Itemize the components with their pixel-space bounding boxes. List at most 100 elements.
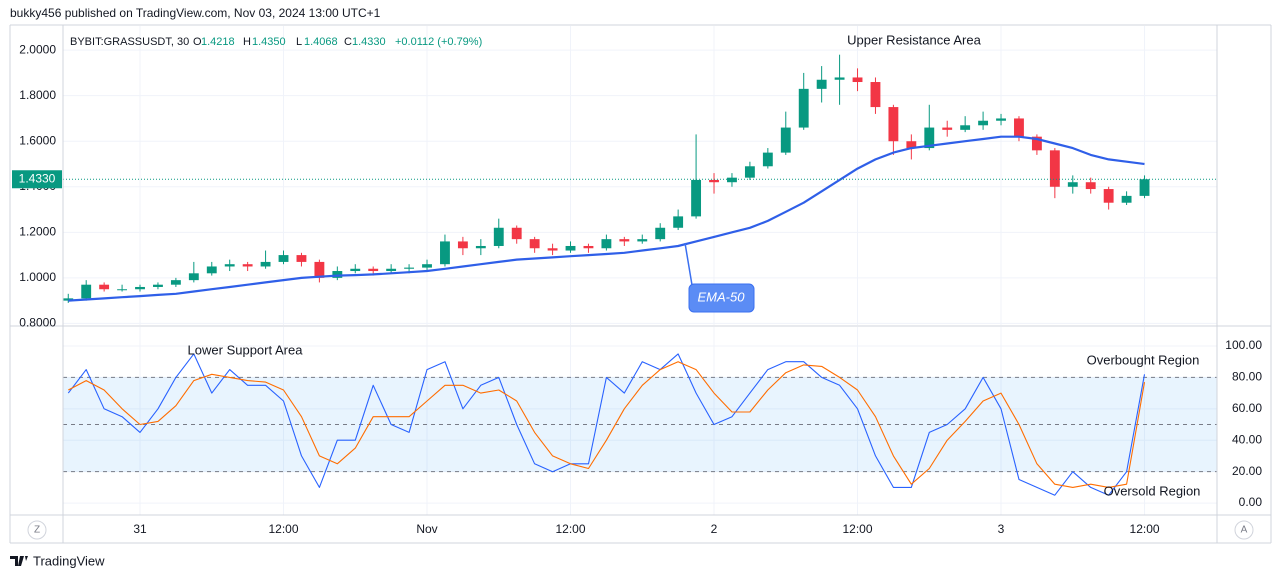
candle-body: [798, 88, 809, 128]
candle-body: [1139, 179, 1150, 196]
legend-value: 1.4068: [304, 36, 338, 48]
auto-button-label[interactable]: A: [1241, 525, 1248, 536]
x-tick-label: 3: [998, 522, 1005, 536]
annotation: Overbought Region: [1087, 352, 1200, 367]
candle-body: [942, 127, 953, 130]
logo: TradingView: [10, 553, 105, 568]
candle-body: [870, 82, 881, 108]
y2-tick-label: 20.00: [1232, 464, 1262, 478]
candle-body: [350, 268, 361, 272]
y2-tick-label: 40.00: [1232, 432, 1262, 446]
x-tick-label: 12:00: [556, 522, 586, 536]
candle-body: [224, 264, 235, 267]
auto-button[interactable]: [1234, 520, 1254, 540]
candle-body: [368, 268, 379, 272]
candle-body: [135, 286, 145, 290]
x-tick-label: 31: [133, 522, 147, 536]
candle-body: [547, 248, 558, 251]
logo-icon: [10, 556, 28, 566]
candle-body: [1067, 182, 1078, 187]
candle-body: [81, 284, 92, 299]
x-tick-label: Nov: [416, 522, 437, 536]
candle-body: [1014, 118, 1024, 137]
candle-body: [565, 245, 576, 251]
stoch-line: [68, 361, 1146, 488]
candle-body: [404, 267, 415, 269]
candle-body: [314, 261, 325, 278]
candle-body: [1049, 150, 1060, 187]
legend-value: 1.4350: [252, 36, 286, 48]
candle-body: [673, 216, 684, 228]
scale-button-label[interactable]: Z: [34, 525, 40, 536]
logo-text: TradingView: [33, 553, 105, 568]
x-tick-label: 12:00: [269, 522, 299, 536]
candle-body: [709, 179, 719, 183]
x-tick-label: 12:00: [843, 522, 873, 536]
legend-key: L: [296, 36, 302, 48]
y-tick-label: 1.2000: [19, 224, 56, 238]
candle-body: [99, 284, 110, 290]
candle-body: [978, 120, 989, 126]
legend-value: 1.4330: [352, 36, 386, 48]
annotation: Oversold Region: [1104, 483, 1201, 498]
candle-body: [440, 241, 450, 265]
candle-body: [834, 77, 845, 80]
candle-body: [457, 241, 468, 249]
stoch-line: [67, 353, 1146, 496]
callout-text: EMA-50: [698, 289, 746, 304]
candle-body: [1121, 195, 1132, 203]
candle-body: [601, 239, 612, 249]
candle-body: [1103, 189, 1114, 203]
candle-body: [780, 127, 791, 153]
candle-body: [583, 245, 594, 249]
candle-body: [260, 261, 271, 267]
candle-body: [655, 227, 666, 240]
annotation: Upper Resistance Area: [847, 32, 981, 47]
candle-body: [278, 255, 289, 262]
candle-body: [386, 268, 397, 272]
legend-key: H: [243, 36, 251, 48]
candle-body: [63, 298, 74, 301]
y-tick-label: 0.8000: [19, 316, 56, 330]
candle-body: [924, 127, 935, 149]
ema-line: [68, 135, 1145, 302]
candle-body: [691, 179, 702, 217]
symbol: BYBIT:GRASSUSDT, 30: [70, 36, 189, 48]
candle-body: [117, 289, 128, 291]
marks-layer: [63, 54, 1217, 496]
candle-body: [637, 239, 648, 242]
legend-key: O: [193, 36, 202, 48]
candle-body: [170, 280, 181, 285]
legend-key: C: [344, 36, 352, 48]
candle-body: [1031, 136, 1042, 151]
candle-body: [242, 264, 253, 267]
candle-body: [619, 239, 630, 242]
x-tick-label: 2: [711, 522, 718, 536]
y2-tick-label: 80.00: [1232, 370, 1262, 384]
price-label-box: [12, 170, 62, 189]
publisher: bukky456 published on TradingView.com, N…: [10, 6, 381, 20]
candle-body: [906, 141, 917, 149]
y2-tick-label: 60.00: [1232, 401, 1262, 415]
y-tick-label: 2.0000: [19, 42, 56, 56]
candle-body: [529, 239, 540, 249]
candle-body: [816, 79, 827, 89]
y-tick-label: 1.8000: [19, 88, 56, 102]
candle-body: [332, 271, 343, 278]
candle-body: [206, 266, 217, 274]
annotation: Lower Support Area: [188, 342, 304, 357]
y-tick-label: 1.6000: [19, 133, 56, 147]
candle-body: [744, 166, 755, 178]
candle-body: [888, 107, 899, 142]
candle-body: [188, 273, 199, 281]
y2-tick-label: 0.00: [1239, 495, 1263, 509]
price-label: 1.4330: [19, 171, 56, 185]
candle-body: [493, 227, 504, 246]
callout-box: [688, 283, 755, 313]
candle-body: [1085, 182, 1096, 190]
candle-body: [996, 118, 1006, 121]
candle-body: [475, 245, 486, 249]
candle-body: [296, 255, 307, 262]
scale-button[interactable]: [27, 520, 47, 540]
